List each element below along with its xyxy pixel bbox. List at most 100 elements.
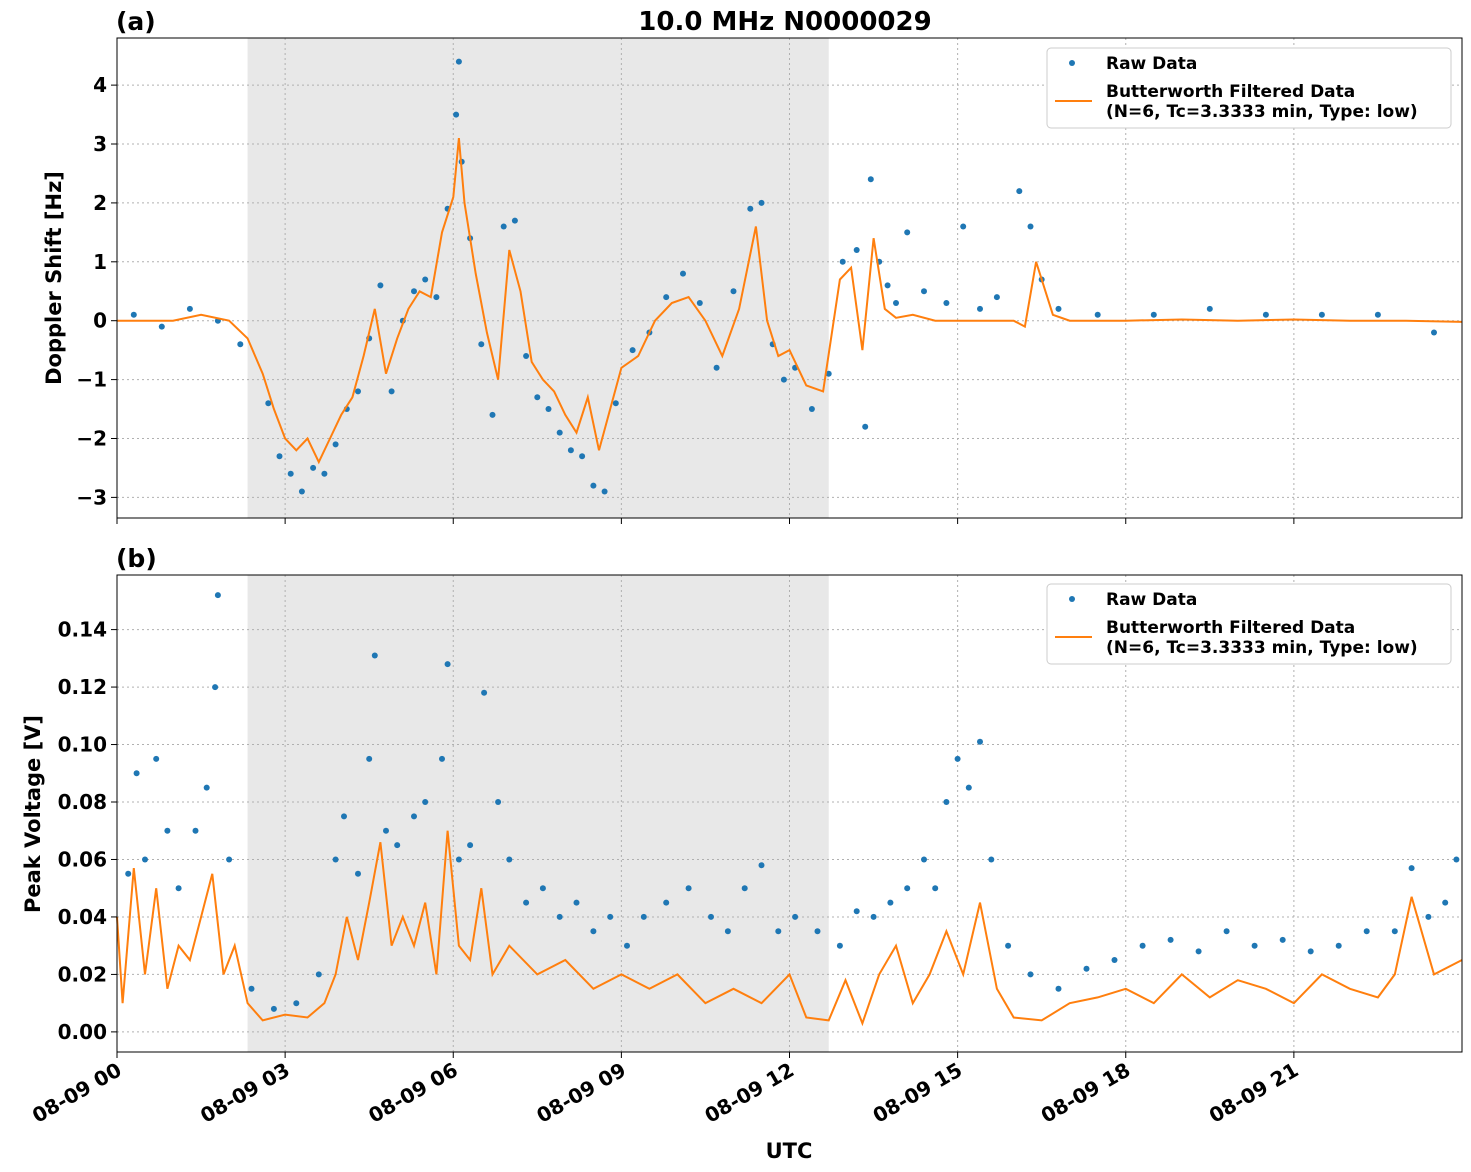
- y-tick-label: −2: [76, 426, 107, 450]
- raw-data-point: [1251, 942, 1258, 949]
- raw-data-point: [186, 305, 193, 312]
- y-tick-label: 0.12: [58, 675, 107, 699]
- raw-data-point: [884, 282, 891, 289]
- panel-label: (b): [116, 544, 157, 573]
- raw-data-point: [713, 364, 720, 371]
- filtered-data-line: [117, 138, 1463, 465]
- raw-data-point: [158, 323, 165, 330]
- raw-data-point: [1150, 311, 1157, 318]
- raw-data-point: [478, 341, 485, 348]
- y-tick-label: 0.04: [58, 905, 107, 929]
- raw-data-point: [607, 913, 614, 920]
- y-axis-label: Doppler Shift [Hz]: [42, 171, 66, 385]
- legend-filtered-params: (N=6, Tc=3.3333 min, Type: low): [1106, 638, 1418, 658]
- y-tick-label: 4: [93, 73, 107, 97]
- raw-data-point: [444, 661, 451, 668]
- raw-data-point: [433, 294, 440, 301]
- panel-b-voltage: 0.00 0.02 0.04 0.06 0.08 0.10 0.12 0.14 08-09 0…: [21, 544, 1463, 1128]
- raw-data-point: [125, 870, 132, 877]
- raw-data-point: [1027, 971, 1034, 978]
- legend-raw-label: Raw Data: [1106, 590, 1197, 610]
- raw-data-point: [1408, 865, 1415, 872]
- raw-data-point: [1195, 948, 1202, 955]
- raw-data-point: [696, 300, 703, 306]
- legend-box: [1046, 583, 1452, 665]
- y-tick-label: 3: [93, 132, 107, 156]
- raw-data-point: [629, 347, 636, 354]
- raw-data-point: [422, 276, 429, 283]
- raw-data-point: [1453, 856, 1460, 863]
- x-tick-label: 08-09 12: [700, 1058, 798, 1128]
- raw-data-point: [977, 305, 983, 312]
- raw-data-point: [836, 942, 843, 949]
- y-axis-ticks: 0.00 0.02 0.04 0.06 0.08 0.10 0.12 0.14: [58, 618, 117, 1044]
- raw-data-point: [481, 689, 488, 696]
- raw-data-point: [556, 429, 563, 436]
- raw-data-point: [839, 258, 846, 265]
- raw-data-point: [904, 229, 911, 236]
- raw-data-point: [467, 842, 474, 849]
- raw-data-point: [293, 1000, 300, 1007]
- raw-data-point: [366, 755, 373, 762]
- raw-data-point: [1167, 936, 1174, 943]
- raw-data-point: [310, 464, 317, 471]
- raw-data-point: [624, 942, 630, 949]
- raw-data-point: [534, 394, 541, 401]
- raw-data-point: [265, 400, 272, 407]
- y-tick-label: 0.14: [58, 618, 107, 642]
- raw-data-point: [226, 856, 233, 863]
- raw-data-point: [730, 288, 737, 295]
- raw-data-point: [276, 453, 283, 460]
- raw-data-point: [943, 300, 950, 306]
- raw-data-point: [439, 755, 445, 762]
- filtered-data-line: [116, 830, 1463, 1027]
- legend: Raw Data Butterworth Filtered Data (N=6,…: [1046, 583, 1452, 665]
- raw-data-point: [556, 913, 563, 920]
- raw-data-point: [1262, 311, 1269, 318]
- raw-data-point: [965, 784, 972, 791]
- raw-data-point: [453, 111, 460, 118]
- legend-filtered-label: Butterworth Filtered Data: [1106, 618, 1355, 638]
- legend-box: [1046, 47, 1452, 129]
- raw-data-point: [355, 870, 361, 877]
- y-tick-label: 0.00: [58, 1020, 107, 1044]
- raw-data-point: [237, 341, 244, 348]
- x-tick-label: 08-09 06: [364, 1058, 462, 1128]
- raw-data-point: [943, 799, 950, 805]
- raw-data-point: [506, 856, 513, 863]
- raw-data-point: [960, 223, 967, 230]
- y-tick-label: −3: [76, 485, 107, 509]
- raw-data-point: [212, 684, 219, 691]
- raw-data-point: [724, 928, 731, 935]
- panel-a-doppler: −3 −2 −1 0 1 2 3 4 (a) 10.0 MHz N0000029 Dopple…: [42, 7, 1463, 524]
- x-tick-label: 08-09 09: [532, 1058, 630, 1128]
- x-axis-label: UTC: [766, 1139, 813, 1163]
- x-tick-label: 08-09 18: [1037, 1058, 1135, 1128]
- raw-data-point: [758, 862, 765, 869]
- raw-data-point: [455, 856, 462, 863]
- raw-data-point: [1016, 188, 1023, 195]
- y-tick-label: 0: [93, 309, 107, 333]
- raw-data-point: [1055, 985, 1062, 992]
- raw-data-point: [579, 453, 586, 460]
- chart-title: 10.0 MHz N0000029: [638, 7, 931, 37]
- y-tick-label: 0.10: [58, 733, 107, 757]
- raw-data-point: [411, 813, 417, 820]
- raw-data-point: [287, 470, 294, 477]
- raw-data-point: [332, 856, 339, 863]
- y-tick-label: 0.08: [58, 790, 107, 814]
- y-axis-label: Peak Voltage [V]: [21, 715, 45, 913]
- raw-data-point: [133, 770, 140, 777]
- raw-data-point: [993, 294, 1000, 301]
- raw-data-point: [954, 755, 961, 762]
- raw-data-point: [1223, 928, 1230, 935]
- raw-data-point: [1442, 899, 1449, 906]
- raw-data-point: [214, 592, 221, 599]
- raw-data-point: [814, 928, 821, 935]
- raw-data-point: [1055, 305, 1062, 312]
- raw-data-point: [663, 899, 670, 906]
- raw-data-point: [921, 856, 927, 863]
- raw-data-point: [988, 856, 995, 863]
- raw-data-point: [371, 652, 378, 659]
